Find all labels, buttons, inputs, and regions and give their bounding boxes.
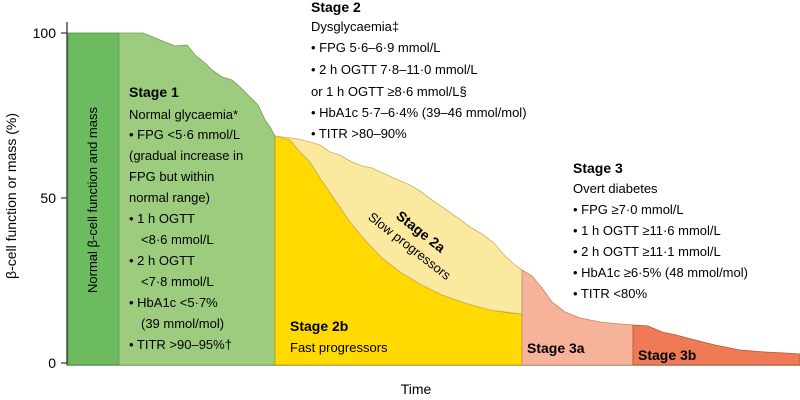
stage1-line: • TITR >90–95%†	[129, 337, 232, 352]
stage2-line: • HbA1c 5·7–6·4% (39–46 mmol/mol)	[311, 105, 527, 120]
stage3-details: Overt diabetes • FPG ≥7·0 mmol/L • 1 h O…	[573, 181, 748, 301]
stage2b-subtitle: Fast progressors	[290, 340, 388, 355]
stage2-line: Dysglycaemia‡	[311, 19, 399, 34]
stage1-line: • 2 h OGTT	[129, 253, 195, 268]
stage1-line: • HbA1c <5·7%	[129, 295, 218, 310]
stage1-line: <8·6 mmol/L	[141, 232, 214, 247]
stage2-line: • TITR >80–90%	[311, 126, 407, 141]
x-axis-label: Time	[401, 381, 432, 397]
stage1-line: (gradual increase in	[129, 148, 243, 163]
stage1-title: Stage 1	[129, 84, 179, 100]
stage3-line: • TITR <80%	[573, 286, 647, 301]
stage1-line: FPG but within	[129, 169, 214, 184]
stage2-title: Stage 2	[311, 0, 361, 15]
stage2a-region	[274, 135, 523, 315]
stage3a-region	[521, 269, 634, 366]
stage2-line: or 1 h OGTT ≥8·6 mmol/L§	[311, 84, 467, 99]
stage2-line: • 2 h OGTT 7·8–11·0 mmol/L	[311, 62, 478, 77]
stage1-line: <7·8 mmol/L	[141, 274, 214, 289]
stage3-line: • FPG ≥7·0 mmol/L	[573, 202, 684, 217]
y-tick-label-50: 50	[40, 190, 56, 206]
stage1-line: normal range)	[129, 190, 210, 205]
stage1-details: Normal glycaemia* • FPG <5·6 mmol/L (gra…	[129, 107, 243, 352]
stage1-line: • 1 h OGTT	[129, 211, 195, 226]
stage3a-title: Stage 3a	[527, 340, 585, 356]
stage3-line: • HbA1c ≥6·5% (48 mmol/mol)	[573, 265, 748, 280]
stage3-line: Overt diabetes	[573, 181, 658, 196]
stage3-line: • 2 h OGTT ≥11·1 mmol/L	[573, 244, 721, 259]
regions	[67, 32, 800, 366]
stage3-title: Stage 3	[573, 160, 623, 176]
stage1-line: • FPG <5·6 mmol/L	[129, 127, 240, 142]
stage3-line: • 1 h OGTT ≥11·6 mmol/L	[573, 223, 721, 238]
stage2b-title: Stage 2b	[290, 318, 348, 334]
stage2-line: • FPG 5·6–6·9 mmol/L	[311, 40, 441, 55]
stage2-details: Dysglycaemia‡ • FPG 5·6–6·9 mmol/L • 2 h…	[311, 19, 527, 141]
stage1-line: (39 mmol/mol)	[141, 316, 224, 331]
y-tick-label-0: 0	[48, 355, 56, 371]
stage3b-region	[632, 324, 800, 366]
y-axis-label: β-cell function or mass (%)	[3, 113, 19, 279]
stage3b-title: Stage 3b	[638, 347, 696, 363]
y-tick-label-100: 100	[33, 25, 57, 41]
normal-band-label: Normal β-cell function and mass	[85, 107, 100, 293]
stage1-line: Normal glycaemia*	[129, 107, 238, 122]
